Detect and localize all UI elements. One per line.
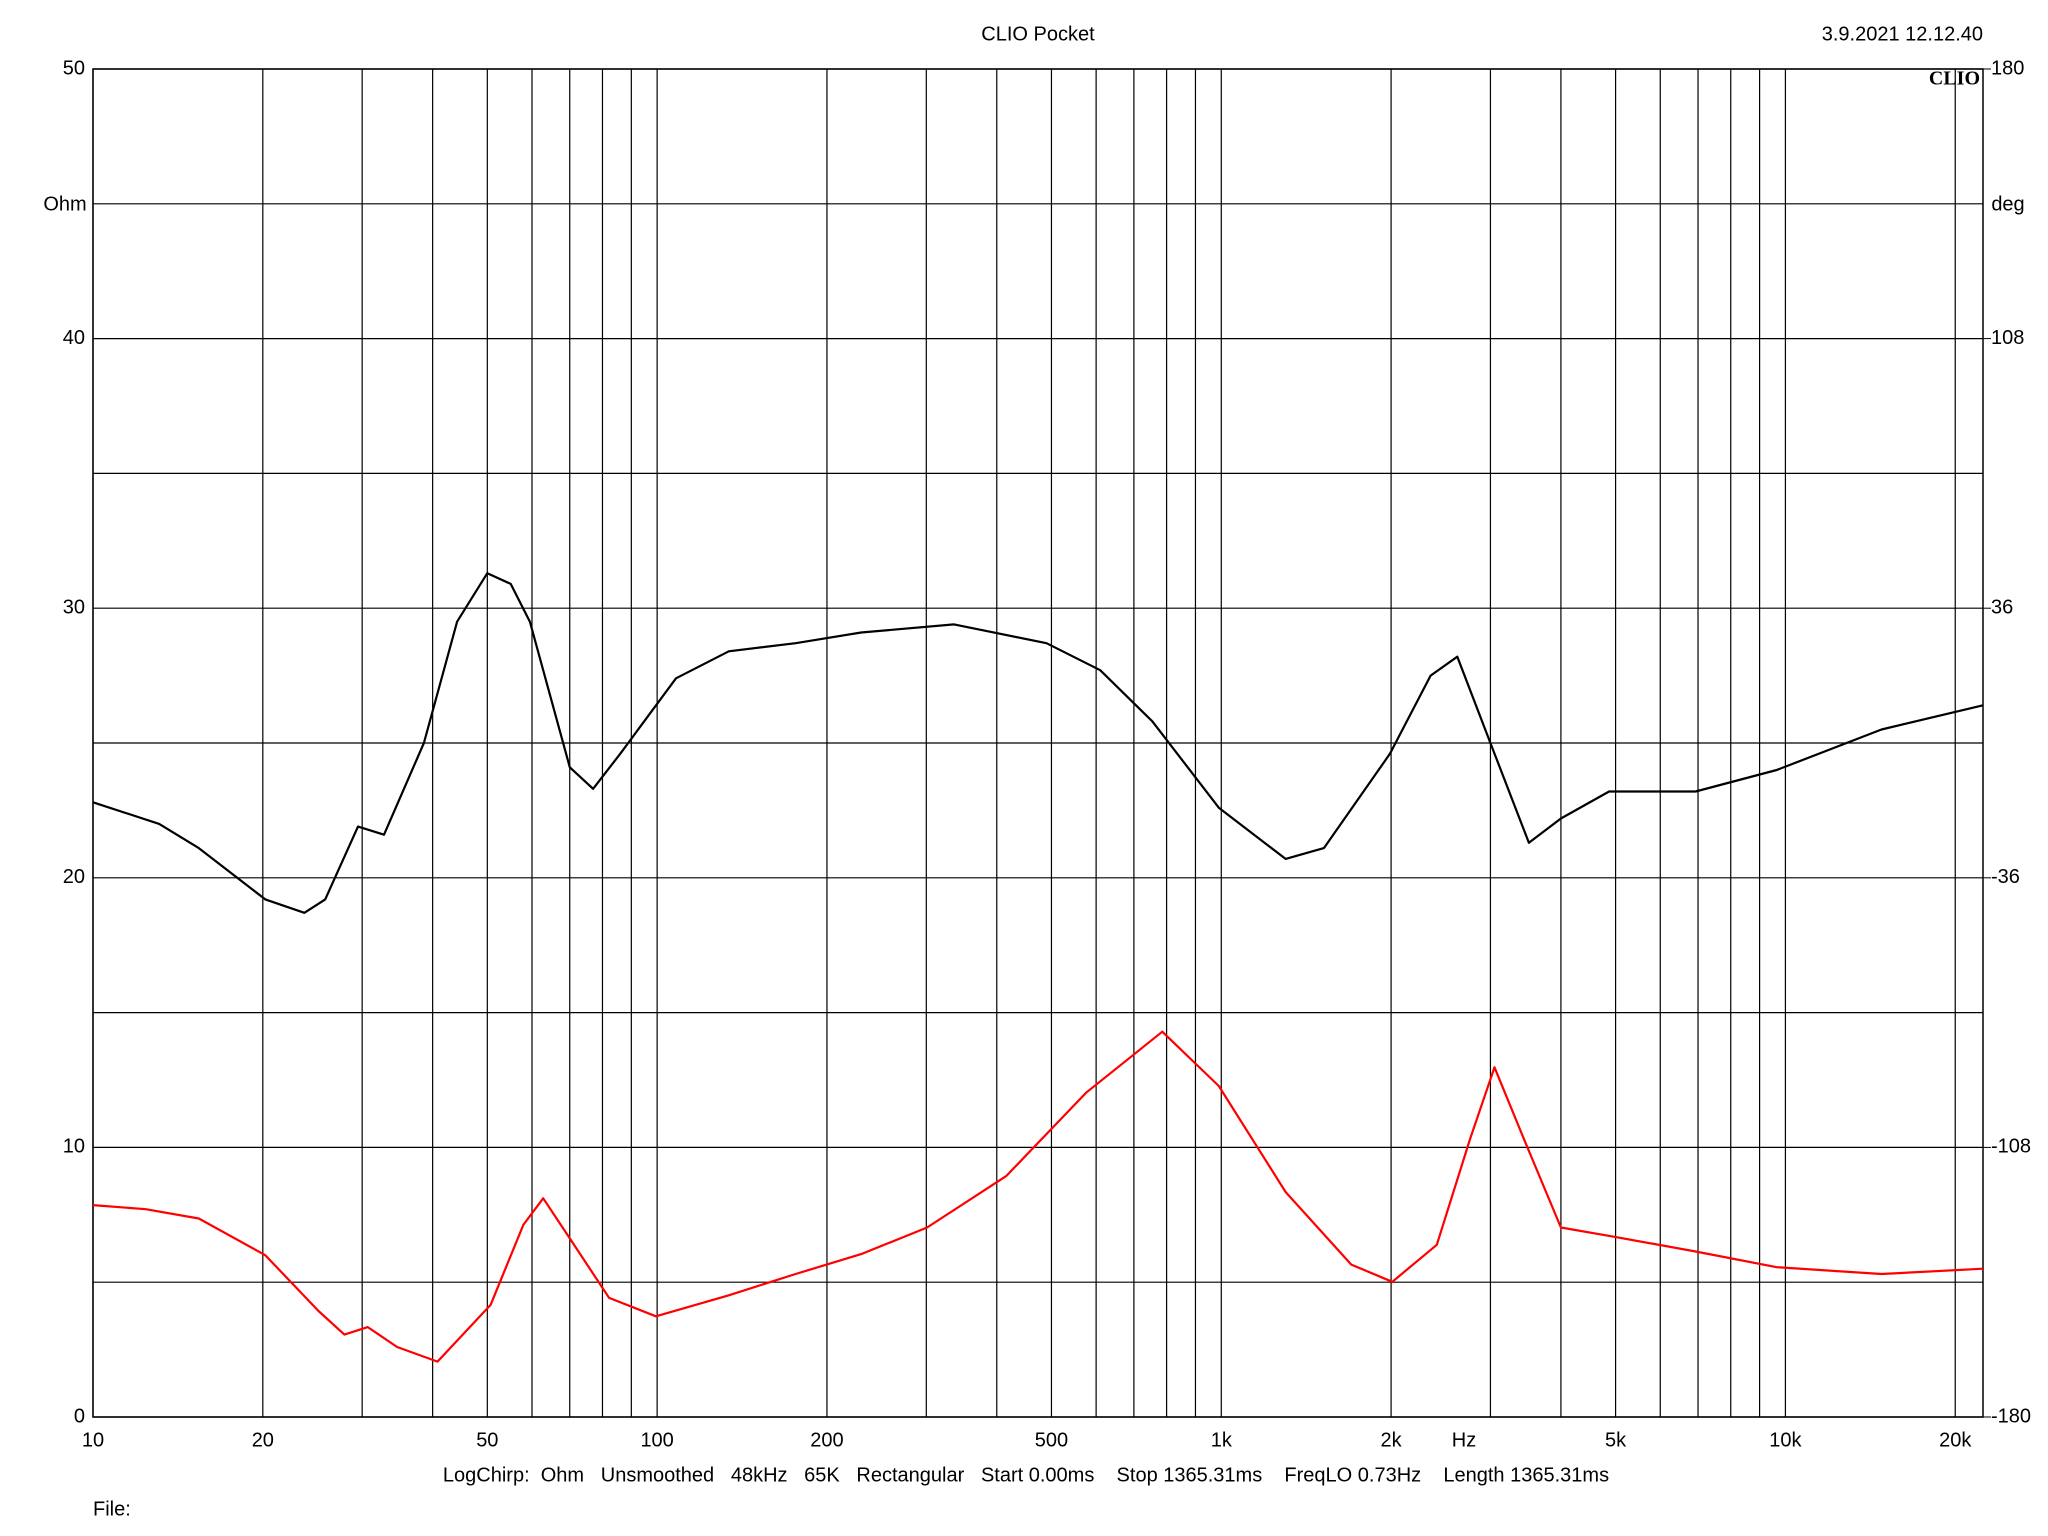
y-tick-label: 50 — [63, 57, 85, 79]
y2-tick-label: 108 — [1991, 327, 2024, 349]
y2-tick-label: 36 — [1991, 596, 2013, 618]
x-tick-label: 10 — [82, 1429, 104, 1451]
y-tick-label: 40 — [63, 327, 85, 349]
series-line — [92, 1030, 1984, 1363]
file-label: File: — [93, 1498, 131, 1520]
y-axis-label: Ohm — [43, 193, 86, 215]
x-tick-label: 2k — [1381, 1429, 1403, 1451]
y2-tick-label: -36 — [1991, 866, 2020, 888]
x-tick-label: 10k — [1769, 1429, 1802, 1451]
logo: CLIO — [1929, 68, 1980, 90]
y2-axis-label: deg — [1991, 193, 2024, 215]
plot-frame — [92, 68, 1984, 1418]
timestamp: 3.9.2021 12.12.40 — [1822, 23, 1983, 45]
x-tick-label: 50 — [476, 1429, 498, 1451]
x-tick-label: 100 — [640, 1429, 673, 1451]
y-tick-label: 0 — [74, 1405, 85, 1427]
x-tick-label: 20k — [1939, 1429, 1972, 1451]
y-tick-label: 10 — [63, 1136, 85, 1158]
x-tick-label: 20 — [252, 1429, 274, 1451]
series-line — [92, 572, 1984, 914]
x-tick-label: 500 — [1035, 1429, 1068, 1451]
x-axis-label: Hz — [1452, 1429, 1476, 1451]
y2-tick-label: -108 — [1991, 1136, 2031, 1158]
x-tick-label: 1k — [1211, 1429, 1233, 1451]
y2-tick-label: 180 — [1991, 57, 2024, 79]
y2-tick-label: -180 — [1991, 1405, 2031, 1427]
y-tick-label: 30 — [63, 596, 85, 618]
y-tick-label: 20 — [63, 866, 85, 888]
chart-title: CLIO Pocket — [981, 23, 1095, 45]
footer: LogChirp: Ohm Unsmoothed 48kHz 65K Recta… — [443, 1464, 1609, 1486]
x-tick-label: 5k — [1605, 1429, 1627, 1451]
x-tick-label: 200 — [810, 1429, 843, 1451]
